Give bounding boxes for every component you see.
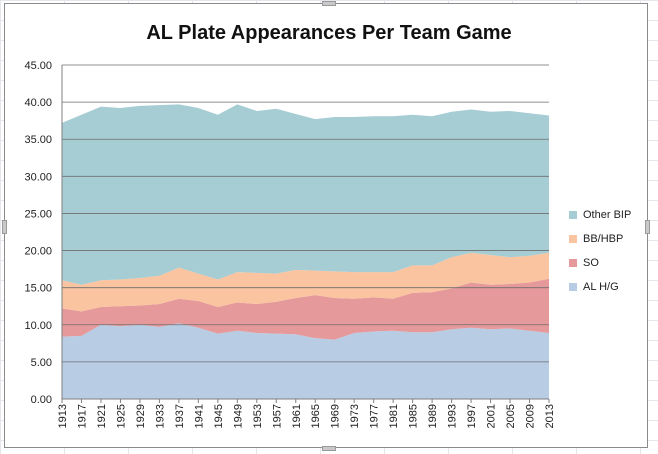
x-tick-label: 1929 [135,404,147,428]
resize-handle-left[interactable] [2,220,7,234]
area-series-al-h-g [62,323,549,399]
y-tick-label: 15.00 [24,283,52,295]
legend-swatch-bb-hbp [569,235,577,243]
x-tick-label: 1973 [349,404,361,428]
x-tick-label: 1917 [76,404,88,428]
x-tick-label: 2005 [505,404,517,428]
x-tick-label: 2009 [525,404,537,428]
y-tick-label: 10.00 [24,320,52,332]
x-tick-label: 2013 [544,404,556,428]
x-tick-label: 1977 [369,404,381,428]
legend: Other BIP BB/HBP SO AL H/G [569,203,649,299]
legend-item: Other BIP [569,203,649,227]
x-tick-label: 1989 [427,404,439,428]
y-tick-label: 5.00 [31,357,52,369]
x-tick-label: 1925 [115,404,127,428]
legend-label-so: SO [583,257,599,269]
y-tick-label: 35.00 [24,134,52,146]
legend-label-bb-hbp: BB/HBP [583,233,624,245]
resize-handle-right[interactable] [645,220,650,234]
legend-label-other-bip: Other BIP [583,209,632,221]
x-tick-label: 1961 [291,404,303,428]
legend-swatch-al-hg [569,283,577,291]
x-tick-label: 1921 [96,404,108,428]
area-series-bb-hbp [62,252,549,312]
y-tick-label: 30.00 [24,171,52,183]
resize-handle-bottom[interactable] [322,446,336,451]
x-tick-label: 1981 [388,404,400,428]
y-tick-label: 25.00 [24,208,52,220]
x-tick-label: 1965 [310,404,322,428]
x-tick-label: 1985 [408,404,420,428]
x-tick-label: 1997 [466,404,478,428]
x-tick-label: 1945 [213,404,225,428]
legend-item: BB/HBP [569,227,649,251]
y-tick-label: 45.00 [24,60,52,72]
resize-handle-top[interactable] [322,1,336,6]
x-tick-label: 1953 [252,404,264,428]
y-tick-label: 20.00 [24,246,52,258]
legend-swatch-so [569,259,577,267]
x-tick-label: 2001 [486,404,498,428]
area-series-other-bip [62,104,549,285]
legend-label-al-hg: AL H/G [583,281,619,293]
y-tick-label: 40.00 [24,97,52,109]
x-tick-label: 1941 [193,404,205,428]
y-tick-label: 0.00 [31,394,52,406]
x-tick-label: 1969 [330,404,342,428]
legend-item: SO [569,251,649,275]
x-tick-label: 1949 [232,404,244,428]
chart-title: AL Plate Appearances Per Team Game [146,22,512,44]
x-tick-label: 1913 [57,404,69,428]
x-tick-label: 1933 [154,404,166,428]
x-tick-label: 1957 [271,404,283,428]
x-tick-label: 1937 [174,404,186,428]
legend-item: AL H/G [569,275,649,299]
legend-swatch-other-bip [569,211,577,219]
x-tick-label: 1993 [447,404,459,428]
